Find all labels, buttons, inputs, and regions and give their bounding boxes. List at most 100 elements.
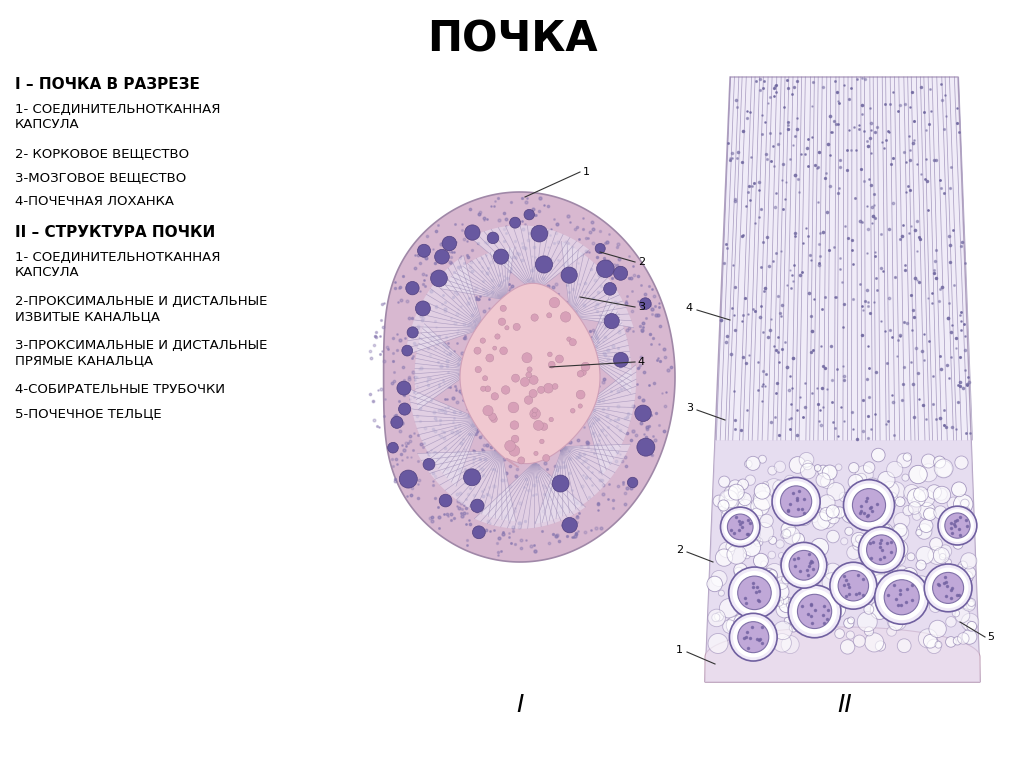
Circle shape (883, 542, 898, 557)
Circle shape (431, 270, 447, 287)
Circle shape (882, 492, 898, 509)
Circle shape (722, 508, 738, 524)
Circle shape (743, 580, 756, 593)
Circle shape (768, 466, 776, 475)
Circle shape (465, 225, 480, 240)
Text: 2: 2 (676, 545, 683, 555)
Circle shape (398, 403, 411, 415)
Circle shape (900, 594, 912, 607)
Circle shape (613, 266, 628, 280)
Circle shape (924, 508, 936, 521)
Circle shape (796, 568, 805, 578)
Circle shape (762, 582, 776, 596)
Circle shape (508, 402, 519, 413)
Circle shape (531, 411, 536, 416)
Circle shape (925, 564, 972, 612)
Circle shape (774, 597, 783, 606)
Circle shape (776, 601, 793, 618)
Circle shape (810, 515, 818, 522)
Circle shape (940, 567, 946, 574)
Circle shape (902, 568, 918, 583)
Circle shape (510, 421, 519, 430)
Circle shape (772, 477, 820, 525)
Circle shape (951, 482, 967, 497)
Circle shape (852, 489, 886, 522)
Circle shape (728, 480, 742, 493)
Circle shape (902, 474, 909, 481)
Circle shape (822, 465, 837, 480)
Polygon shape (406, 255, 483, 355)
Circle shape (731, 538, 742, 548)
Text: ПОЧКА: ПОЧКА (427, 19, 597, 61)
Circle shape (745, 475, 756, 486)
Circle shape (775, 481, 816, 522)
Circle shape (889, 601, 905, 618)
Circle shape (561, 267, 578, 283)
Circle shape (855, 581, 874, 600)
Circle shape (958, 561, 968, 570)
Circle shape (903, 453, 911, 461)
Circle shape (480, 386, 485, 391)
Circle shape (536, 256, 553, 273)
Circle shape (577, 390, 585, 399)
Circle shape (800, 583, 807, 590)
Circle shape (935, 641, 942, 648)
Circle shape (834, 566, 873, 606)
Polygon shape (561, 242, 634, 328)
Circle shape (855, 466, 873, 484)
Circle shape (716, 549, 733, 566)
Circle shape (760, 568, 777, 586)
Circle shape (809, 552, 825, 568)
Circle shape (790, 624, 798, 632)
Circle shape (779, 597, 795, 613)
Circle shape (945, 637, 956, 647)
Polygon shape (440, 248, 514, 300)
Circle shape (776, 540, 784, 548)
Circle shape (474, 347, 481, 354)
Circle shape (820, 475, 834, 489)
Circle shape (856, 563, 868, 574)
Circle shape (416, 301, 430, 316)
Polygon shape (415, 324, 473, 410)
Circle shape (873, 483, 883, 492)
Circle shape (904, 485, 920, 501)
Circle shape (867, 479, 876, 487)
Polygon shape (705, 440, 980, 682)
Circle shape (920, 519, 933, 532)
Circle shape (934, 456, 945, 468)
Circle shape (639, 298, 651, 309)
Circle shape (724, 486, 738, 501)
Circle shape (582, 362, 590, 371)
Circle shape (735, 507, 745, 517)
Circle shape (524, 396, 532, 404)
Circle shape (761, 561, 767, 567)
Circle shape (961, 553, 977, 569)
Circle shape (879, 574, 925, 621)
Circle shape (815, 593, 829, 607)
Circle shape (548, 361, 555, 368)
Circle shape (817, 510, 836, 528)
Circle shape (793, 479, 811, 499)
Circle shape (754, 538, 763, 547)
Circle shape (811, 538, 828, 556)
Circle shape (754, 493, 761, 501)
Circle shape (847, 483, 891, 527)
Circle shape (737, 576, 771, 610)
Circle shape (887, 611, 907, 630)
Circle shape (743, 525, 760, 542)
Circle shape (529, 390, 538, 397)
Circle shape (913, 487, 929, 502)
Circle shape (920, 464, 938, 482)
Circle shape (727, 514, 753, 540)
Circle shape (963, 599, 975, 611)
Circle shape (915, 529, 922, 536)
Circle shape (846, 631, 854, 639)
Circle shape (595, 243, 605, 254)
Circle shape (495, 334, 500, 339)
Circle shape (434, 249, 450, 264)
Circle shape (552, 475, 569, 492)
Circle shape (824, 563, 842, 580)
Circle shape (759, 456, 766, 463)
Text: 2-ПРОКСИМАЛЬНЫЕ И ДИСТАЛЬНЫЕ
ИЗВИТЫЕ КАНАЛЬЦА: 2-ПРОКСИМАЛЬНЫЕ И ДИСТАЛЬНЫЕ ИЗВИТЫЕ КАН… (15, 295, 267, 323)
Circle shape (531, 314, 539, 321)
